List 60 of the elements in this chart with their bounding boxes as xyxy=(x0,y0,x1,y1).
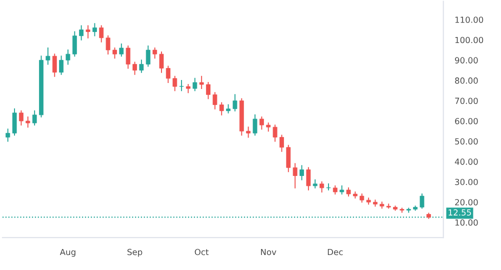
y-tick-label: 90.00 xyxy=(455,57,478,64)
candlestick xyxy=(66,50,70,65)
y-tick-label: 50.00 xyxy=(455,138,478,145)
candlestick xyxy=(79,25,84,40)
candlestick xyxy=(139,60,144,73)
candlestick xyxy=(72,31,77,57)
candlestick xyxy=(272,124,278,142)
y-tick-label: 110.00 xyxy=(455,16,484,23)
candlestick xyxy=(152,48,158,59)
candlestick xyxy=(259,116,264,130)
y-tick-label: 60.00 xyxy=(455,118,478,124)
candlestick xyxy=(86,25,90,38)
candlestick xyxy=(106,35,110,55)
y-tick-label: 100.00 xyxy=(455,36,484,44)
x-tick-label: Sep xyxy=(127,248,142,257)
x-tick-label: Nov xyxy=(261,248,276,256)
candlestick xyxy=(192,78,198,92)
candlestick xyxy=(126,45,130,69)
candlestick xyxy=(6,128,10,142)
candlestick xyxy=(280,134,284,152)
candlestick xyxy=(159,52,164,73)
y-tick-label: 40.00 xyxy=(454,158,478,165)
candlestick xyxy=(18,110,24,126)
candlestick xyxy=(32,110,37,126)
candlestick xyxy=(112,48,117,59)
candlestick xyxy=(92,23,97,36)
candlestick xyxy=(26,116,30,128)
candlestick xyxy=(292,163,298,188)
candlestick xyxy=(252,114,258,136)
candlestick xyxy=(420,194,424,209)
candlestick xyxy=(199,76,204,90)
candlestick xyxy=(46,48,50,65)
candlestick xyxy=(132,62,137,75)
x-tick-label: Oct xyxy=(194,248,209,256)
candlestick xyxy=(320,181,324,192)
y-tick-label: 80.00 xyxy=(455,77,478,84)
x-tick-label: Aug xyxy=(60,248,76,257)
candlestick xyxy=(146,45,150,67)
candlestick xyxy=(306,167,311,190)
candlestick xyxy=(300,165,304,180)
candlestick xyxy=(212,92,218,110)
candlestick xyxy=(246,126,251,138)
candlestick xyxy=(172,76,178,92)
candlestick xyxy=(219,102,224,116)
x-tick-label: Dec xyxy=(328,248,343,256)
candlestick xyxy=(59,56,64,75)
ref-line-label: 12.55 xyxy=(448,209,471,216)
candlestick xyxy=(286,144,291,172)
y-tick-label: 20.00 xyxy=(455,199,478,206)
candlestick xyxy=(206,82,210,100)
y-tick-label: 70.00 xyxy=(455,98,478,104)
candlestick xyxy=(52,54,57,77)
candlestick xyxy=(99,25,104,42)
candlestick xyxy=(119,43,124,57)
y-tick-label: 10.00 xyxy=(455,219,478,226)
y-tick-label: 30.00 xyxy=(455,178,478,186)
candlestick xyxy=(166,66,170,83)
candlestick xyxy=(179,80,184,92)
candlestick xyxy=(232,94,238,112)
candlestick xyxy=(12,108,17,136)
